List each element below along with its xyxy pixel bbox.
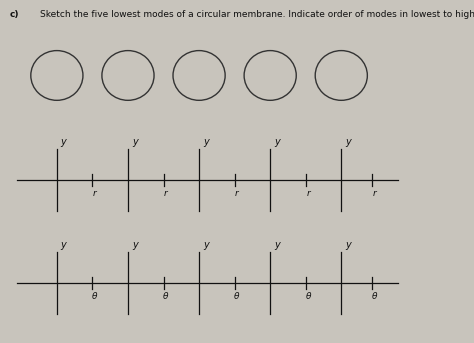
Text: θ: θ [234,292,240,301]
Text: y: y [61,138,66,147]
Text: y: y [203,138,209,147]
Text: Sketch the five lowest modes of a circular membrane. Indicate order of modes in : Sketch the five lowest modes of a circul… [40,10,474,19]
Text: y: y [132,138,137,147]
Text: r: r [373,189,376,198]
Text: θ: θ [92,292,98,301]
Text: y: y [61,240,66,250]
Text: θ: θ [305,292,311,301]
Text: y: y [203,240,209,250]
Text: r: r [235,189,239,198]
Text: y: y [132,240,137,250]
Text: r: r [93,189,97,198]
Text: y: y [274,240,280,250]
Text: c): c) [9,10,19,19]
Text: θ: θ [163,292,169,301]
Text: θ: θ [372,292,377,301]
Text: r: r [164,189,168,198]
Text: y: y [345,138,351,147]
Text: r: r [306,189,310,198]
Text: y: y [345,240,351,250]
Text: y: y [274,138,280,147]
